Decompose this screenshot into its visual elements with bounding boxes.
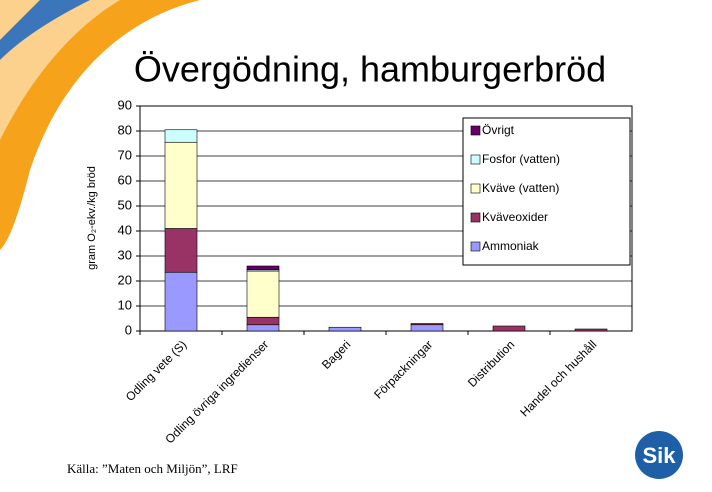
legend-label: Övrigt: [482, 123, 515, 137]
bar-segment: [247, 317, 279, 325]
legend-swatch: [471, 213, 480, 222]
bar-segment: [329, 327, 361, 331]
logo-text: Sik: [642, 443, 676, 468]
y-tick-label: 60: [118, 172, 132, 187]
x-tick-label: Bageri: [319, 337, 353, 371]
x-tick-label: Distribution: [465, 337, 517, 389]
y-tick-label: 20: [118, 272, 132, 287]
bar-segment: [165, 130, 197, 143]
y-tick-label: 80: [118, 122, 132, 137]
legend-label: Ammoniak: [482, 239, 540, 253]
bar-segment: [247, 325, 279, 331]
bar-segment: [411, 325, 443, 331]
source: Källa: ”Maten och Miljön”, LRF: [67, 461, 238, 476]
x-tick-label: Odling vete (S): [123, 337, 190, 404]
legend-swatch: [471, 155, 480, 164]
y-tick-label: 40: [118, 222, 132, 237]
slide-title: Övergödning, hamburgerbröd: [134, 49, 606, 90]
bar-segment: [165, 142, 197, 228]
legend-label: Kväveoxider: [482, 210, 548, 224]
y-tick-label: 10: [118, 297, 132, 312]
legend-label: Kväve (vatten): [482, 181, 559, 195]
bar-segment: [493, 326, 525, 331]
legend-swatch: [471, 126, 480, 135]
y-tick-label: 50: [118, 197, 132, 212]
bar-segment: [575, 329, 607, 331]
bar-segment: [247, 271, 279, 317]
slide: Övergödning, hamburgerbröd Källa: ”Maten…: [0, 0, 712, 487]
bar-segment: [247, 266, 279, 270]
y-tick-label: 0: [125, 322, 132, 337]
legend-label: Fosfor (vatten): [482, 152, 560, 166]
x-tick-label: Förpackningar: [371, 337, 435, 401]
bar-segment: [165, 272, 197, 331]
legend-swatch: [471, 184, 480, 193]
y-tick-label: 70: [118, 147, 132, 162]
y-tick-label: 90: [118, 97, 132, 112]
legend-swatch: [471, 242, 480, 251]
y-axis-label: gram O₂-ekv./kg bröd: [86, 166, 98, 270]
bar-segment: [411, 324, 443, 325]
y-tick-label: 30: [118, 247, 132, 262]
x-tick-label: Handel och hushåll: [517, 337, 599, 419]
bar-segment: [165, 229, 197, 273]
